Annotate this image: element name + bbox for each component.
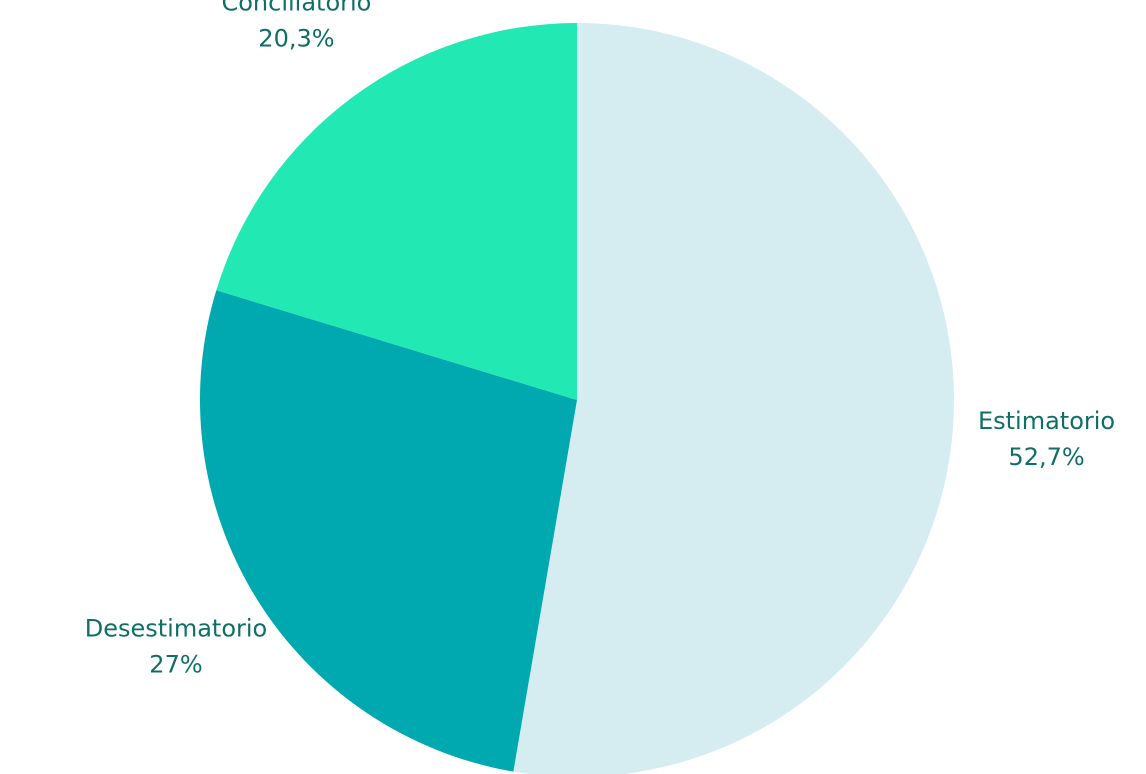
slice-value: 20,3%	[258, 24, 334, 52]
pie-slice	[513, 23, 955, 774]
slice-label: Desestimatorio	[85, 614, 268, 642]
pie-slice	[200, 290, 577, 772]
slice-label: Conciliatorio	[221, 0, 371, 16]
slice-value: 27%	[149, 650, 202, 678]
pie-slice	[216, 23, 577, 400]
slice-label: Estimatorio	[978, 407, 1115, 435]
slice-value: 52,7%	[1008, 443, 1084, 471]
